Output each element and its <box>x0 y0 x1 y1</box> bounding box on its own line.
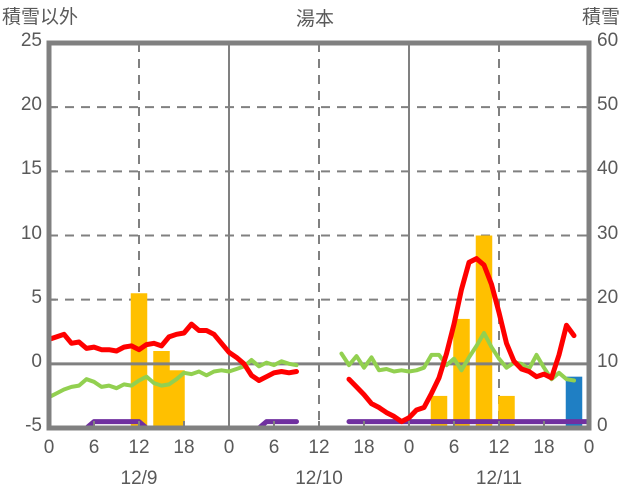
x-tick-label: 0 <box>403 437 415 458</box>
x-tick-label: 0 <box>583 437 595 458</box>
series-wind <box>47 358 299 400</box>
right-axis-title: 積雪 <box>582 7 621 28</box>
right-tick-label: 50 <box>597 94 619 116</box>
right-tick-label: 0 <box>597 415 608 436</box>
day-label: 12/9 <box>120 468 158 489</box>
x-tick-label: 18 <box>533 437 555 458</box>
chart-title: 湯本 <box>296 9 335 30</box>
bar-precipitation <box>168 370 185 428</box>
right-tick-label: 60 <box>597 30 619 51</box>
series-temperature <box>346 256 577 425</box>
right-tick-label: 30 <box>597 222 619 244</box>
left-axis-title: 積雪以外 <box>2 7 79 28</box>
left-tick-label: -5 <box>25 415 42 436</box>
left-tick-label: 0 <box>31 350 42 372</box>
x-tick-label: 12 <box>308 437 330 458</box>
right-tick-label: 10 <box>597 350 619 372</box>
left-tick-label: 5 <box>31 286 42 308</box>
x-tick-label: 6 <box>448 437 460 458</box>
x-tick-label: 12 <box>488 437 510 458</box>
x-tick-label: 6 <box>268 437 280 458</box>
x-tick-label: 18 <box>173 437 195 458</box>
left-tick-label: 25 <box>20 30 42 51</box>
x-tick-label: 6 <box>88 437 100 458</box>
right-tick-label: 20 <box>597 286 619 308</box>
series-wind <box>339 331 576 383</box>
bar-precipitation <box>153 351 170 428</box>
right-tick-label: 40 <box>597 158 619 180</box>
left-tick-label: 15 <box>20 158 42 180</box>
day-label: 12/11 <box>475 468 523 489</box>
x-tick-label: 12 <box>128 437 150 458</box>
bar-precipitation <box>130 293 148 428</box>
bar-precipitation <box>453 318 470 428</box>
x-tick-label: 0 <box>43 437 55 458</box>
left-tick-label: 20 <box>20 94 42 116</box>
series-temperature <box>46 321 299 383</box>
x-tick-label: 18 <box>353 437 375 458</box>
day-label: 12/10 <box>295 468 343 489</box>
left-tick-label: 10 <box>20 222 42 244</box>
bar-snowfall <box>565 376 583 428</box>
x-tick-label: 0 <box>223 437 235 458</box>
